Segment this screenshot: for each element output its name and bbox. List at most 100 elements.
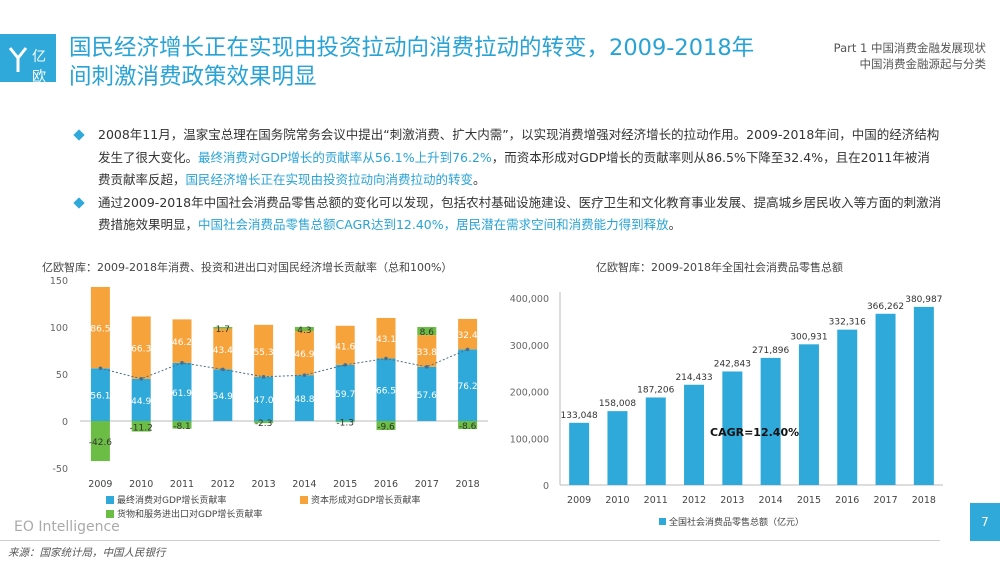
net-export-value-label: -1.3 <box>336 419 354 429</box>
consumption-bar <box>417 366 437 421</box>
consumption-bar <box>172 362 192 421</box>
retail-sales-value-label: 271,896 <box>752 346 789 356</box>
capital-value-label: 55.3 <box>254 348 274 358</box>
x-tick-label: 2013 <box>720 495 744 506</box>
capital-value-label: 43.1 <box>376 335 396 345</box>
legend-label: 最终消费对GDP增长贡献率 <box>117 494 226 506</box>
capital-bar <box>213 328 233 370</box>
consumption-trend-point <box>221 367 225 372</box>
consumption-bar <box>376 358 396 421</box>
net-export-value-label: 4.3 <box>297 326 311 336</box>
capital-bar <box>172 319 192 363</box>
consumption-value-label: 59.7 <box>335 390 355 400</box>
capital-value-label: 41.6 <box>335 342 355 352</box>
net-export-bar <box>458 421 478 430</box>
x-tick-label: 2010 <box>605 495 629 506</box>
x-tick-label: 2010 <box>129 479 153 490</box>
x-tick-label: 2009 <box>88 479 112 490</box>
logo-text: 亿欧 <box>32 49 46 85</box>
section-line-1: Part 1 中国消费金融发展现状 <box>833 41 986 55</box>
net-export-value-label: 8.6 <box>420 328 435 338</box>
consumption-value-label: 47.0 <box>254 396 274 406</box>
footer-brand: EO Intelligence <box>14 519 120 535</box>
source-note: 来源：国家统计局，中国人民银行 <box>8 547 166 559</box>
bullet-text: 通过2009-2018年中国社会消费品零售总额的变化可以发现，包括农村基础设施建… <box>98 194 942 233</box>
retail-sales-bar <box>607 411 628 485</box>
capital-value-label: 46.2 <box>172 338 192 348</box>
consumption-value-label: 54.9 <box>213 392 233 402</box>
retail-sales-value-label: 366,262 <box>867 302 904 312</box>
bullet-text: 。 <box>473 172 486 187</box>
consumption-trend-point <box>465 347 470 352</box>
y-tick-label: 0 <box>62 417 68 428</box>
x-tick-label: 2017 <box>873 495 897 506</box>
legend-swatch <box>300 496 308 504</box>
x-tick-label: 2011 <box>170 479 194 490</box>
legend-label: 货物和服务进出口对GDP增长贡献率 <box>117 508 262 520</box>
consumption-value-label: 44.9 <box>131 397 151 407</box>
retail-sales-bar <box>569 422 590 485</box>
capital-value-label: 43.4 <box>213 346 233 356</box>
legend-swatch <box>659 518 666 525</box>
capital-bar <box>335 325 355 365</box>
y-tick-label: 150 <box>50 276 68 287</box>
capital-bar <box>458 318 478 350</box>
capital-value-label: 86.5 <box>90 325 110 335</box>
net-export-value-label: -11.2 <box>130 423 153 433</box>
consumption-value-label: 76.2 <box>458 382 478 392</box>
consumption-bar <box>294 375 314 421</box>
retail-sales-value-label: 187,206 <box>637 385 674 395</box>
retail-sales-bar <box>913 306 934 485</box>
retail-sales-bar <box>684 384 705 485</box>
capital-value-label: 46.9 <box>294 350 314 360</box>
net-export-value-label: -2.3 <box>255 419 273 429</box>
capital-bar <box>294 331 314 376</box>
y-tick-label: 200,000 <box>510 388 549 399</box>
retail-sales-value-label: 242,843 <box>714 359 751 369</box>
consumption-trend-point <box>180 361 184 365</box>
net-export-bar <box>335 421 355 423</box>
consumption-trend-line <box>100 348 468 380</box>
footer-divider <box>0 540 940 541</box>
chart-title-left: 亿欧智库：2009-2018年消费、投资和进出口对国民经济增长贡献率（总和100… <box>42 261 453 274</box>
x-tick-label: 2009 <box>567 495 591 506</box>
capital-bar <box>131 316 151 379</box>
x-tick-label: 2018 <box>456 479 480 490</box>
chart-title-right: 亿欧智库：2009-2018年全国社会消费品零售总额 <box>596 261 843 274</box>
brand-logo: 亿欧 <box>0 34 56 85</box>
capital-value-label: 66.3 <box>131 345 151 355</box>
retail-sales-bar <box>722 371 743 485</box>
capital-value-label: 33.8 <box>417 348 437 358</box>
bullet-highlight: 中国社会消费品零售总额CAGR达到12.40%，居民潜在需求空间和消费能力得到释… <box>198 217 669 232</box>
retail-sales-value-label: 380,987 <box>905 295 942 305</box>
bullet-text: 2008年11月，温家宝总理在国务院常务会议中提出“刺激消费、扩大内需”，以实现… <box>98 127 940 165</box>
net-export-value-label: -42.6 <box>89 438 113 448</box>
bullet-list: 2008年11月，温家宝总理在国务院常务会议中提出“刺激消费、扩大内需”，以实现… <box>72 124 942 237</box>
consumption-bar <box>131 378 151 421</box>
consumption-bar <box>335 364 355 421</box>
bullet-text: ，而资本形成对GDP增长的贡献率则从86.5%下降至32.4%，且在2011年被… <box>98 149 930 188</box>
net-export-bar <box>131 421 151 432</box>
capital-bar <box>376 317 396 359</box>
capital-bar <box>417 335 437 367</box>
consumption-bar <box>213 369 233 421</box>
page-number: 7 <box>970 503 1000 541</box>
net-export-bar <box>376 421 396 431</box>
x-tick-label: 2012 <box>211 479 235 490</box>
page-title: 国民经济增长正在实现由投资拉动向消费拉动的转变，2009-2018年间刺激消费政… <box>69 35 755 90</box>
net-export-value-label: -8.6 <box>459 422 477 432</box>
consumption-trend-point <box>384 356 388 361</box>
retail-sales-value-label: 300,931 <box>790 332 827 342</box>
net-export-bar <box>213 327 233 329</box>
consumption-trend-point <box>261 375 266 379</box>
x-tick-label: 2012 <box>682 495 706 506</box>
x-tick-label: 2016 <box>374 479 398 490</box>
capital-value-label: 32.4 <box>458 331 478 341</box>
net-export-bar <box>417 327 437 336</box>
section-label: Part 1 中国消费金融发展现状 中国消费金融源起与分类 <box>834 40 986 72</box>
x-tick-label: 2016 <box>835 495 859 506</box>
x-tick-label: 2017 <box>415 479 439 490</box>
stacked-contribution-chart: 150 100 50 0 -50 56.1 86.5 -42.6 2009 44.9 66.3 -11… <box>50 276 488 520</box>
legend-swatch <box>106 510 114 518</box>
bullet-highlight: 国民经济增长正在实现由投资拉动向消费拉动的转变 <box>185 172 474 187</box>
